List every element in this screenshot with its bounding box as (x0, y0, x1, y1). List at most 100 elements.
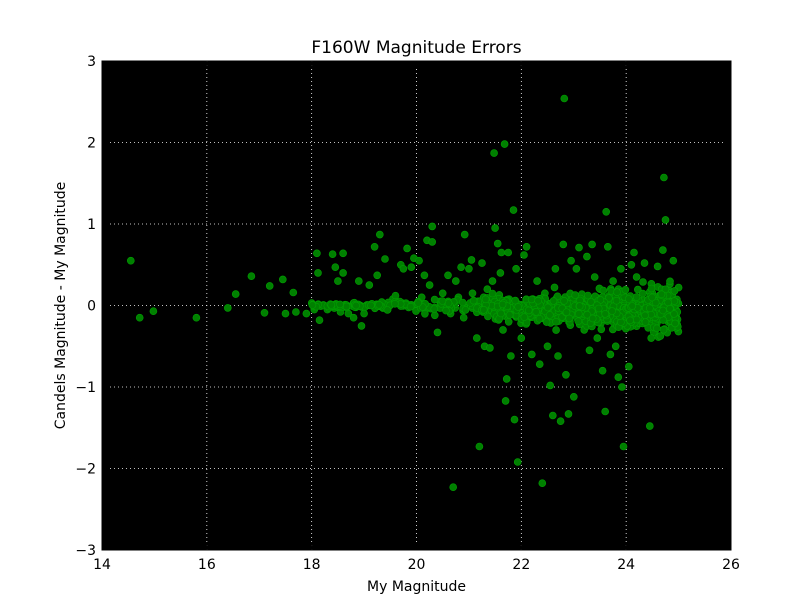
y-axis-label: Candels Magnitude - My Magnitude (53, 182, 69, 429)
data-point (493, 239, 502, 248)
data-point (349, 313, 358, 322)
data-point (661, 216, 670, 224)
data-point (313, 249, 321, 258)
data-point (461, 306, 470, 314)
data-point (488, 277, 497, 285)
data-point (670, 310, 678, 318)
x-tick-label: 26 (722, 557, 740, 573)
data-point (666, 304, 674, 313)
y-tick-label: −3 (75, 543, 96, 559)
data-point (433, 328, 442, 337)
data-point (583, 310, 592, 319)
data-point (430, 311, 439, 320)
data-point (406, 302, 415, 311)
x-tick-label: 14 (93, 557, 111, 573)
data-point (438, 297, 447, 305)
data-point (483, 285, 492, 294)
data-point (522, 243, 531, 251)
data-point (594, 304, 603, 313)
data-point (598, 366, 607, 375)
data-point (647, 284, 656, 293)
data-point (354, 277, 363, 285)
data-point (653, 324, 661, 333)
data-point (618, 383, 626, 391)
data-point (609, 277, 617, 285)
data-point (504, 248, 513, 257)
data-point (425, 281, 434, 289)
data-point (465, 264, 473, 273)
data-points (127, 94, 683, 492)
data-point (327, 301, 336, 309)
data-point (415, 256, 423, 265)
data-point (308, 301, 317, 309)
data-point (357, 322, 366, 330)
data-point (488, 289, 497, 298)
data-point (442, 306, 450, 315)
data-point (624, 362, 633, 371)
data-point (430, 295, 439, 304)
data-point (670, 297, 679, 305)
data-point (599, 286, 608, 295)
data-point (527, 350, 536, 359)
data-point (420, 271, 429, 280)
data-point (659, 246, 667, 254)
data-point (624, 295, 633, 303)
data-point (535, 360, 544, 369)
data-point (524, 306, 533, 315)
data-point (611, 342, 620, 351)
data-point (656, 332, 665, 340)
data-point (475, 442, 484, 451)
data-point (628, 302, 637, 310)
data-point (527, 295, 536, 304)
data-point (648, 293, 656, 302)
data-point (513, 458, 522, 466)
data-point (149, 307, 158, 316)
data-point (601, 310, 610, 318)
data-point (224, 304, 232, 312)
data-point (520, 251, 528, 259)
data-point (641, 318, 650, 326)
data-point (414, 299, 423, 307)
data-point (666, 277, 674, 286)
data-point (451, 277, 460, 285)
data-point (612, 296, 621, 305)
data-point (391, 299, 399, 308)
data-point (512, 264, 520, 273)
data-point (567, 256, 575, 265)
data-point (127, 256, 135, 265)
data-point (399, 264, 408, 273)
data-point (479, 305, 488, 314)
data-point (510, 415, 519, 424)
data-point (535, 314, 544, 323)
y-tick-label: −1 (75, 380, 96, 396)
data-point (496, 269, 505, 277)
data-point (331, 263, 340, 272)
data-point (565, 314, 574, 323)
data-point (375, 230, 384, 239)
axis-ticks: 14 16 18 20 22 24 26 −3 −2 −1 0 1 2 3 (75, 54, 740, 573)
data-point (583, 252, 591, 261)
data-point (281, 309, 290, 318)
y-tick-label: −2 (75, 462, 96, 478)
data-point (669, 256, 678, 265)
data-point (497, 309, 505, 318)
data-point (459, 313, 468, 322)
data-point (554, 352, 562, 360)
data-point (520, 313, 529, 321)
data-point (511, 296, 520, 305)
data-point (292, 308, 300, 316)
data-point (588, 314, 597, 323)
data-point (587, 298, 595, 306)
data-point (438, 289, 447, 298)
data-point (467, 256, 476, 264)
data-point (339, 249, 347, 258)
data-point (360, 309, 368, 318)
data-point (458, 298, 467, 307)
data-point (560, 94, 569, 103)
data-point (551, 264, 560, 273)
data-point (617, 264, 625, 273)
data-point (574, 309, 583, 318)
data-point (670, 287, 679, 295)
data-point (383, 306, 392, 314)
x-tick-label: 20 (408, 557, 426, 573)
